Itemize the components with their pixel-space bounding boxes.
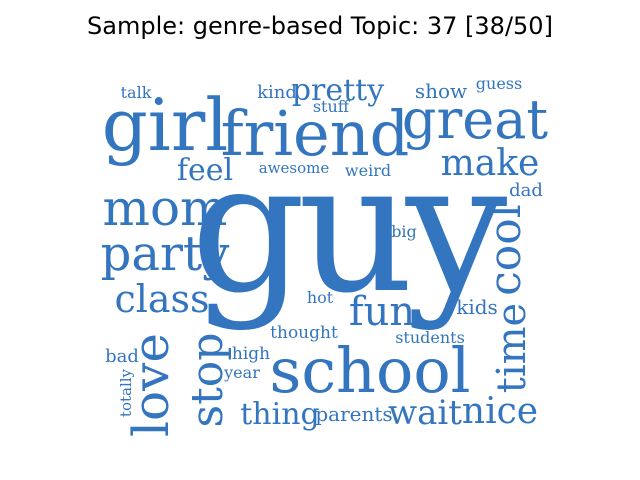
cloud-word-hot: hot [307, 288, 334, 307]
cloud-word-awesome: awesome [259, 159, 330, 177]
figure-title: Sample: genre-based Topic: 37 [38/50] [87, 12, 553, 40]
cloud-word-students: students [395, 328, 465, 347]
cloud-word-girl: girl [102, 83, 229, 167]
cloud-word-make: make [441, 143, 540, 184]
cloud-word-mom: mom [103, 179, 228, 237]
cloud-word-big: big [391, 222, 417, 241]
cloud-word-wait: wait [388, 393, 462, 433]
cloud-word-kind: kind [257, 82, 297, 103]
cloud-word-guy: guy [191, 124, 508, 333]
cloud-word-weird: weird [345, 161, 391, 180]
cloud-word-party: party [101, 226, 230, 282]
cloud-word-fun: fun [349, 289, 415, 335]
cloud-word-feel: feel [177, 153, 233, 188]
cloud-word-love: love [122, 333, 180, 437]
cloud-word-dad: dad [509, 180, 543, 201]
cloud-word-cool: cool [480, 204, 531, 296]
cloud-word-high: high [232, 344, 270, 364]
cloud-word-year: year [223, 363, 260, 382]
cloud-word-show: show [415, 79, 467, 103]
cloud-word-time: time [489, 303, 535, 393]
cloud-word-great: great [402, 88, 549, 151]
cloud-word-parents: parents [315, 402, 392, 426]
cloud-word-school: school [270, 334, 471, 407]
cloud-word-nice: nice [462, 391, 538, 432]
cloud-word-friend: friend [221, 97, 410, 170]
cloud-word-totally: totally [117, 368, 135, 417]
cloud-word-guess: guess [476, 74, 522, 93]
cloud-word-stop: stop [182, 333, 233, 428]
cloud-word-thought: thought [270, 323, 338, 343]
cloud-word-thing: thing [240, 397, 320, 432]
cloud-word-talk: talk [121, 83, 152, 102]
cloud-word-bad: bad [105, 346, 139, 367]
cloud-word-class: class [114, 277, 209, 321]
cloud-word-pretty: pretty [292, 73, 384, 108]
cloud-word-stuff: stuff [313, 97, 351, 116]
cloud-word-kids: kids [456, 295, 498, 319]
